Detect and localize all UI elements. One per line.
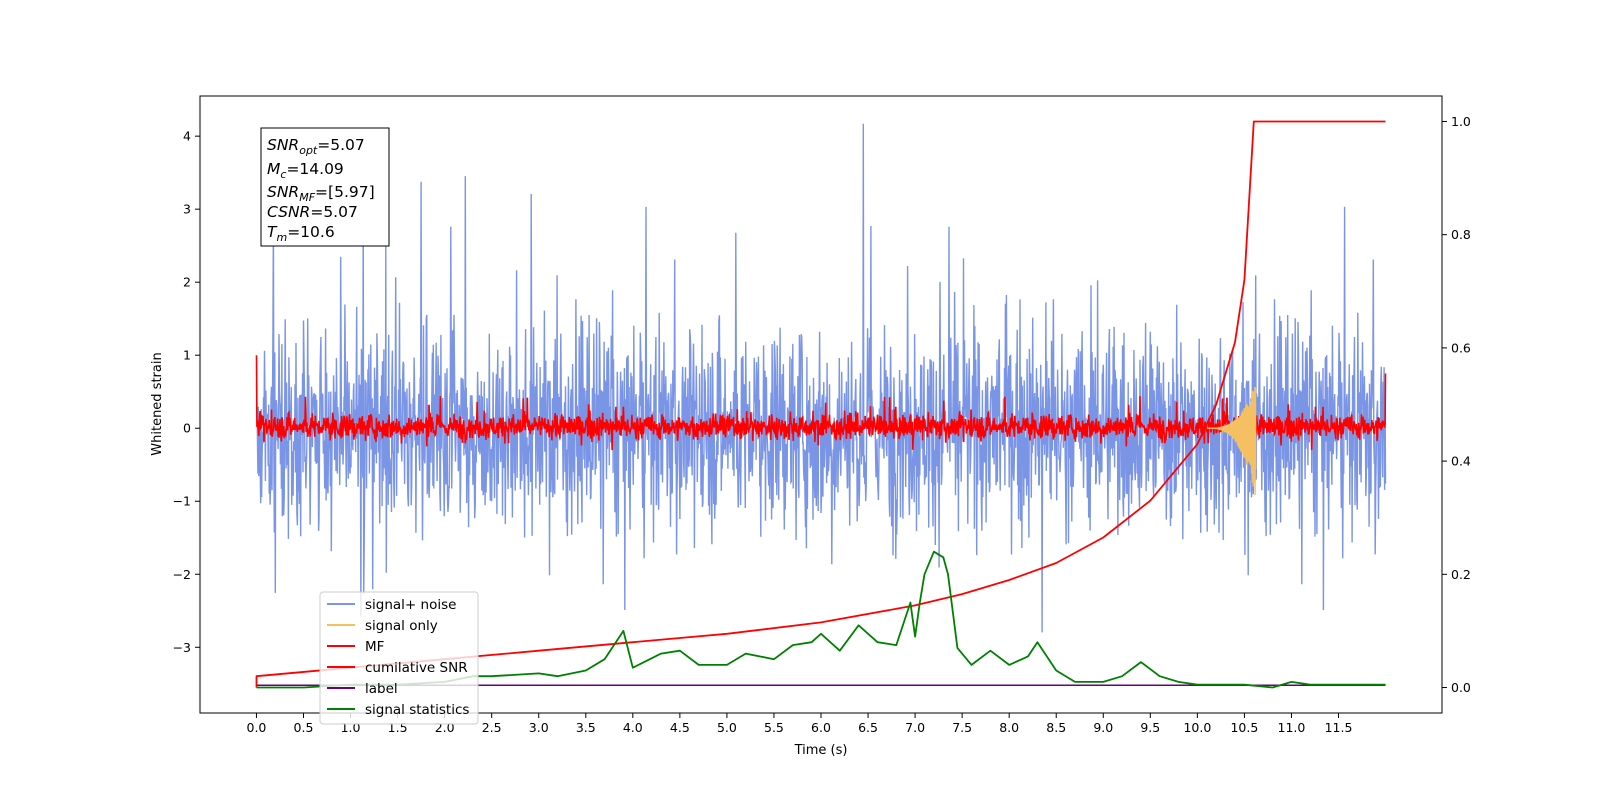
x-tick-label: 0.5 bbox=[294, 720, 314, 735]
legend-label-mf: MF bbox=[365, 639, 384, 655]
x-tick-label: 4.0 bbox=[623, 720, 643, 735]
x-tick-label: 3.5 bbox=[576, 720, 596, 735]
y-tick-label: −3 bbox=[173, 640, 191, 655]
x-tick-label: 3.0 bbox=[529, 720, 549, 735]
y-axis-left: −3 −2 −1 0 1 2 3 4 bbox=[173, 129, 200, 655]
y2-tick-label: 0.8 bbox=[1451, 227, 1471, 242]
legend: signal+ noise signal only MF cumilative … bbox=[319, 591, 479, 725]
series-mf bbox=[255, 355, 1387, 451]
y-tick-label: 4 bbox=[183, 129, 191, 144]
x-tick-label: 11.0 bbox=[1278, 720, 1306, 735]
y-tick-label: 3 bbox=[183, 202, 191, 217]
x-tick-label: 4.5 bbox=[670, 720, 690, 735]
y-axis-label: Whitened strain bbox=[150, 352, 165, 455]
x-tick-label: 5.0 bbox=[717, 720, 737, 735]
annotation-tm: Tm=10.6 bbox=[267, 223, 335, 244]
x-tick-label: 2.5 bbox=[482, 720, 502, 735]
legend-label-signal-statistics: signal statistics bbox=[365, 702, 469, 718]
annotation-snr-opt: SNRopt=5.07 bbox=[267, 136, 365, 157]
x-tick-label: 9.5 bbox=[1140, 720, 1160, 735]
series-signal-only bbox=[1206, 386, 1257, 496]
y-tick-label: −2 bbox=[173, 567, 191, 582]
x-tick-label: 0.0 bbox=[247, 720, 267, 735]
annotation-snr-mf: SNRMF=[5.97] bbox=[267, 183, 375, 204]
x-tick-label: 10.5 bbox=[1230, 720, 1258, 735]
legend-label-label: label bbox=[365, 681, 398, 697]
y2-tick-label: 0.0 bbox=[1451, 680, 1471, 695]
y2-tick-label: 0.2 bbox=[1451, 567, 1471, 582]
legend-label-signal-only: signal only bbox=[365, 618, 438, 634]
legend-label-cumulative-snr: cumilative SNR bbox=[365, 660, 468, 676]
x-tick-label: 10.0 bbox=[1183, 720, 1211, 735]
annotation-mc: Mc=14.09 bbox=[267, 160, 344, 181]
series-signal-statistics bbox=[256, 550, 1386, 689]
series-signal-noise bbox=[255, 123, 1387, 633]
x-tick-label: 11.5 bbox=[1325, 720, 1353, 735]
x-tick-label: 8.5 bbox=[1046, 720, 1066, 735]
y-tick-label: 1 bbox=[183, 348, 191, 363]
x-tick-label: 7.5 bbox=[952, 720, 972, 735]
y-tick-label: −1 bbox=[173, 494, 191, 509]
y2-tick-label: 0.6 bbox=[1451, 340, 1471, 355]
legend-label-signal-noise: signal+ noise bbox=[365, 597, 456, 613]
x-tick-label: 7.0 bbox=[905, 720, 925, 735]
x-tick-label: 8.0 bbox=[999, 720, 1019, 735]
x-tick-label: 6.5 bbox=[858, 720, 878, 735]
x-tick-label: 9.0 bbox=[1093, 720, 1113, 735]
annotation-box: SNRopt=5.07 Mc=14.09 SNRMF=[5.97] CSNR=5… bbox=[260, 127, 390, 247]
x-axis-label: Time (s) bbox=[794, 743, 848, 758]
annotation-csnr: CSNR=5.07 bbox=[267, 203, 358, 221]
y-tick-label: 0 bbox=[183, 421, 191, 436]
y2-tick-label: 1.0 bbox=[1451, 114, 1471, 129]
y-axis-right: 0.0 0.2 0.4 0.6 0.8 1.0 bbox=[1442, 114, 1471, 695]
y2-tick-label: 0.4 bbox=[1451, 454, 1471, 469]
y-tick-label: 2 bbox=[183, 275, 191, 290]
x-tick-label: 6.0 bbox=[811, 720, 831, 735]
x-tick-label: 5.5 bbox=[764, 720, 784, 735]
